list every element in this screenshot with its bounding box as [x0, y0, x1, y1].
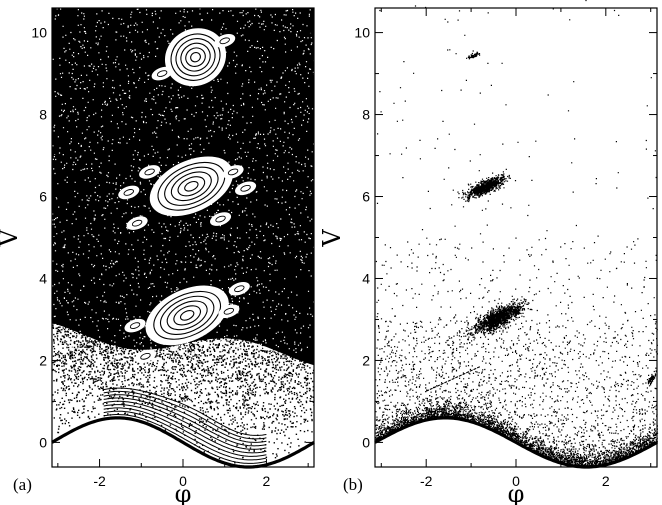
- y-tick-label: 6: [39, 189, 47, 205]
- small-island: [118, 185, 140, 200]
- y-tick-label: 4: [362, 270, 370, 286]
- invariant-curve: [103, 394, 267, 443]
- invariant-curve: [103, 390, 267, 440]
- x-tick-label: 2: [602, 473, 610, 489]
- streak: [425, 366, 481, 392]
- island: [164, 28, 227, 87]
- x-tick-label: -2: [420, 473, 433, 489]
- y-tick-label: 0: [39, 434, 47, 450]
- invariant-curve: [103, 410, 267, 461]
- boundary-curve: [51, 416, 315, 469]
- cluster: [646, 373, 657, 387]
- y-tick-label: 2: [362, 352, 370, 368]
- island: [145, 285, 229, 346]
- panel-a: -2 0 2 0 2 4 6 8 10 V φ (a): [0, 7, 315, 505]
- panel-b: -2 0 2 0 2 4 6 8 10 V φ (b): [318, 0, 659, 505]
- x-tick-label: 0: [512, 473, 520, 489]
- y-axis-label-a: V: [0, 229, 23, 248]
- plot-frame-b: [374, 7, 658, 468]
- panel-label-a: (a): [13, 475, 32, 494]
- small-island: [218, 304, 240, 319]
- y-tick-label: 4: [39, 270, 47, 286]
- small-island: [139, 165, 161, 179]
- y-tick-label: 2: [39, 352, 47, 368]
- y-tick-label: 6: [362, 189, 370, 205]
- x-tick-label: 2: [263, 473, 271, 489]
- scatter-points-a: [51, 8, 315, 469]
- y-tick-label: 8: [39, 107, 47, 123]
- small-island: [210, 212, 232, 226]
- panel-label-b: (b): [343, 475, 363, 494]
- small-island: [228, 281, 250, 296]
- small-island: [235, 181, 257, 196]
- invariant-curve: [103, 387, 267, 436]
- y-tick-label: 0: [362, 434, 370, 450]
- y-tick-label: 10: [354, 25, 370, 41]
- cluster: [460, 294, 535, 345]
- x-tick-label: -2: [93, 473, 106, 489]
- small-island: [214, 34, 236, 48]
- small-island: [134, 349, 156, 364]
- cluster: [466, 51, 481, 60]
- small-island: [124, 318, 146, 333]
- y-tick-label: 10: [31, 25, 47, 41]
- boundary-curve: [374, 416, 658, 469]
- cluster: [451, 168, 517, 208]
- island: [149, 156, 233, 217]
- y-tick-label: 8: [362, 107, 370, 123]
- sea-holes: [52, 8, 314, 354]
- invariant-curve: [103, 404, 267, 454]
- x-tick-label: 0: [179, 473, 187, 489]
- invariant-curve: [103, 400, 267, 450]
- boundary-band: [375, 391, 659, 469]
- x-axis-label-b: φ: [508, 480, 525, 505]
- sea-speckle: [52, 311, 314, 464]
- chaotic-sea: [52, 8, 314, 464]
- small-island: [151, 66, 173, 81]
- small-island: [222, 165, 244, 179]
- axis-ticks-a: -2 0 2 0 2 4 6 8 10: [31, 8, 314, 489]
- x-axis-label-a: φ: [175, 480, 192, 505]
- invariant-curve: [103, 407, 267, 457]
- invariant-curve: [103, 397, 267, 447]
- plot-frame-a: [51, 7, 315, 468]
- invariant-curve: [103, 414, 267, 464]
- axis-ticks-b: -2 0 2 0 2 4 6 8 10: [354, 8, 657, 489]
- scatter-points-b: [374, 0, 659, 469]
- small-island: [126, 216, 148, 230]
- y-axis-label-b: V: [318, 229, 346, 248]
